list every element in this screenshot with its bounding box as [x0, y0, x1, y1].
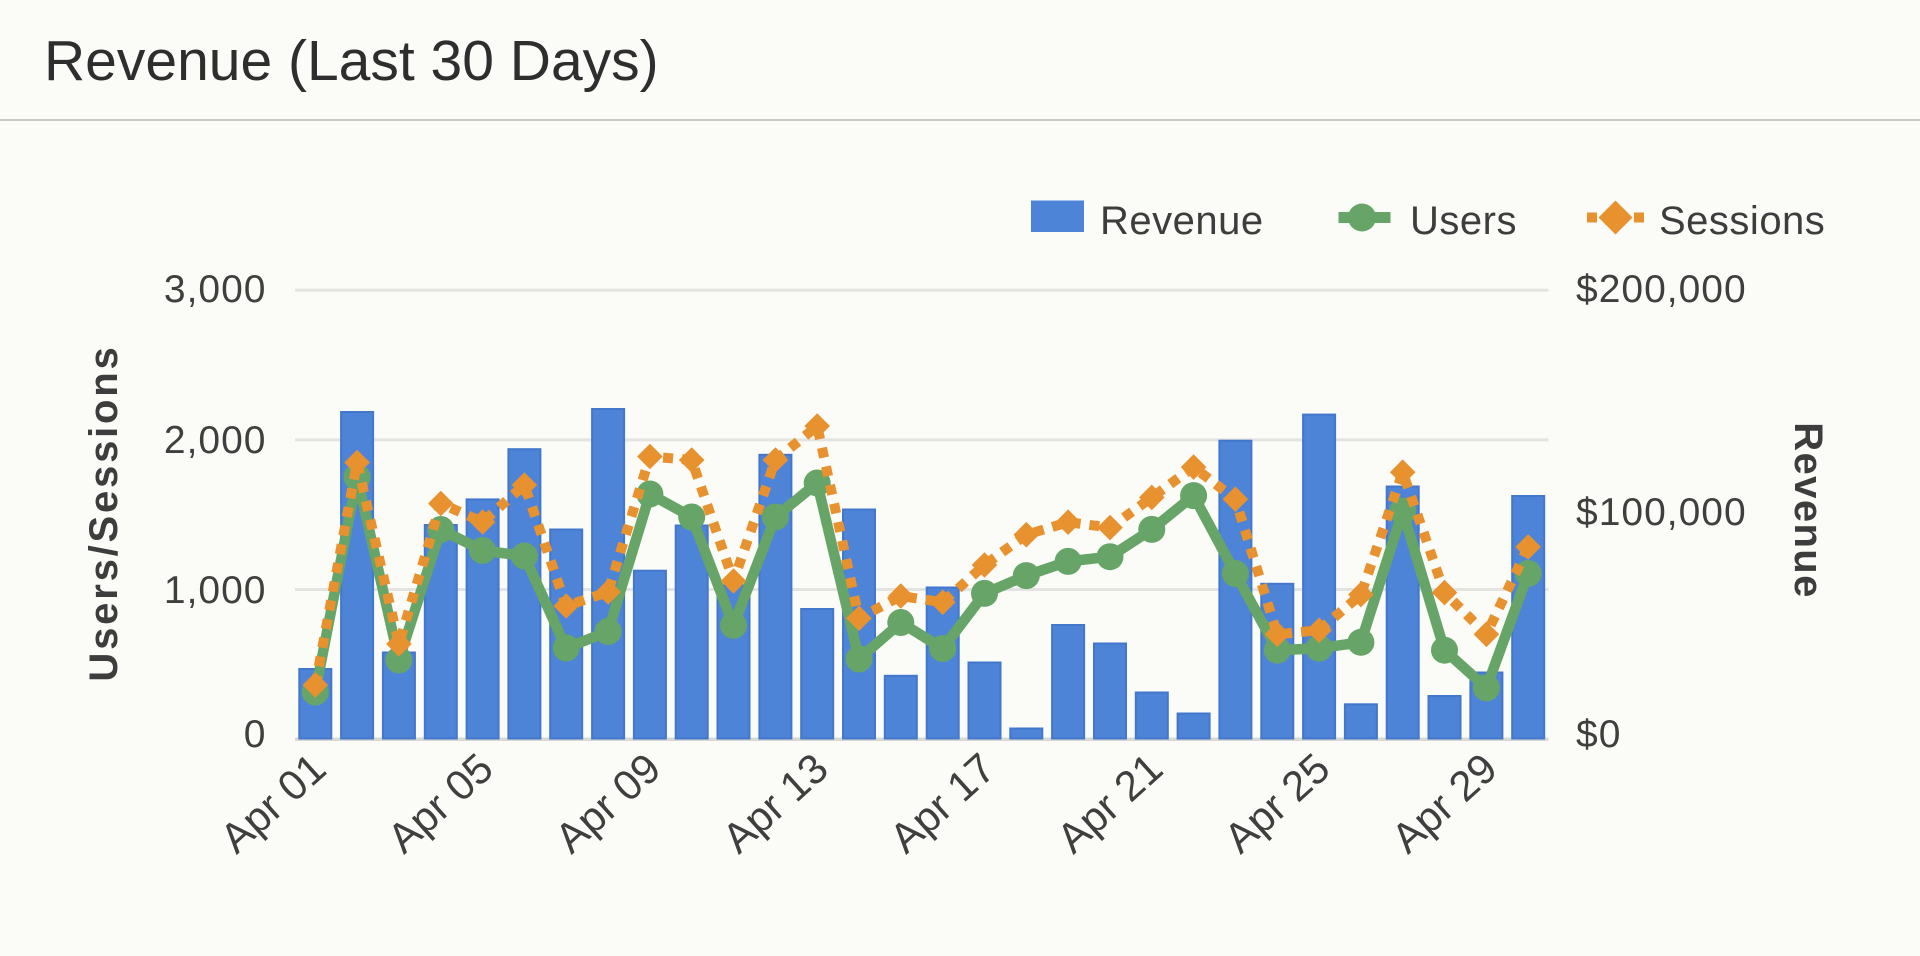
svg-text:Users: Users — [1410, 199, 1517, 243]
svg-text:Revenue (Last 30 Days): Revenue (Last 30 Days) — [44, 29, 659, 93]
svg-text:Users/Sessions: Users/Sessions — [82, 344, 126, 681]
svg-text:3,000: 3,000 — [164, 268, 267, 311]
svg-text:Revenue: Revenue — [1100, 199, 1264, 243]
svg-text:$200,000: $200,000 — [1576, 268, 1747, 311]
svg-text:0: 0 — [244, 713, 267, 756]
svg-text:Sessions: Sessions — [1659, 199, 1825, 243]
svg-text:1,000: 1,000 — [164, 569, 267, 612]
svg-text:Revenue: Revenue — [1786, 422, 1830, 599]
svg-text:$0: $0 — [1576, 713, 1621, 756]
svg-text:2,000: 2,000 — [164, 419, 267, 462]
svg-text:$100,000: $100,000 — [1576, 491, 1747, 534]
